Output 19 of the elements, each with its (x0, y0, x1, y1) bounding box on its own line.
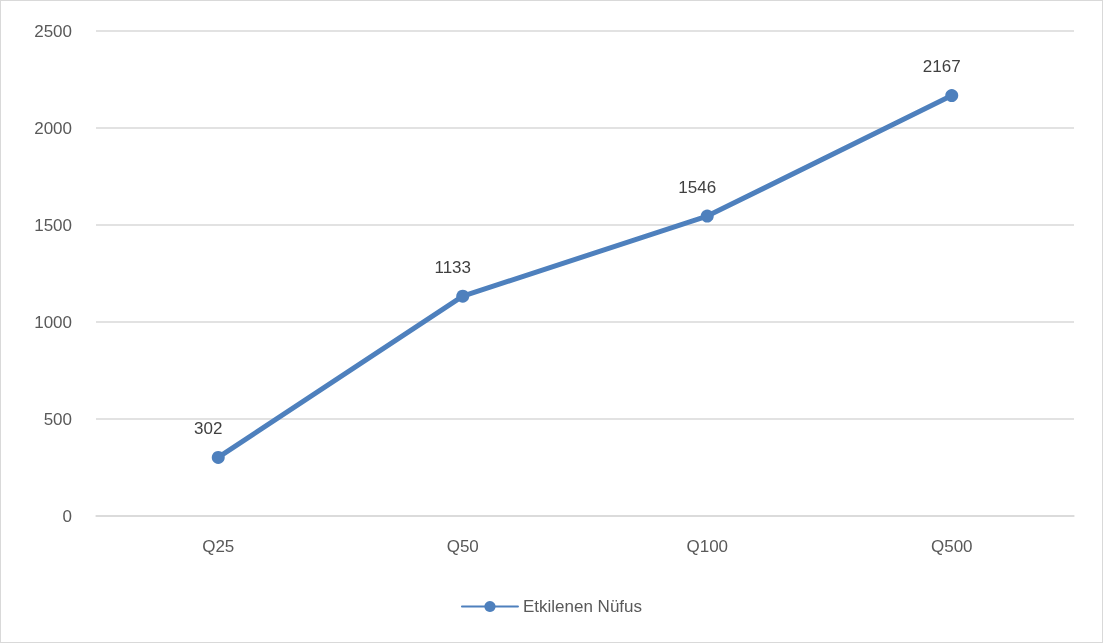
y-tick-label: 1500 (34, 215, 72, 235)
data-label: 1546 (678, 177, 717, 197)
y-tick-label: 500 (43, 409, 72, 429)
y-tick-label: 2500 (34, 21, 72, 41)
point (945, 89, 959, 103)
x-tick-label: Q100 (686, 537, 729, 556)
legend-label: Etkilenen Nüfus (522, 597, 643, 616)
data-label: 2167 (922, 57, 961, 77)
y-tick-label: 0 (62, 506, 72, 526)
data-label: 1133 (434, 257, 472, 277)
y-tick-label: 1000 (34, 312, 72, 332)
point (456, 289, 470, 303)
x-tick-label: Q50 (446, 537, 479, 556)
data-label: 302 (194, 418, 223, 438)
point (700, 209, 714, 223)
y-tick-label: 2000 (34, 118, 72, 138)
point (211, 450, 225, 464)
x-tick-label: Q500 (930, 537, 973, 556)
x-tick-label: Q25 (202, 537, 235, 556)
